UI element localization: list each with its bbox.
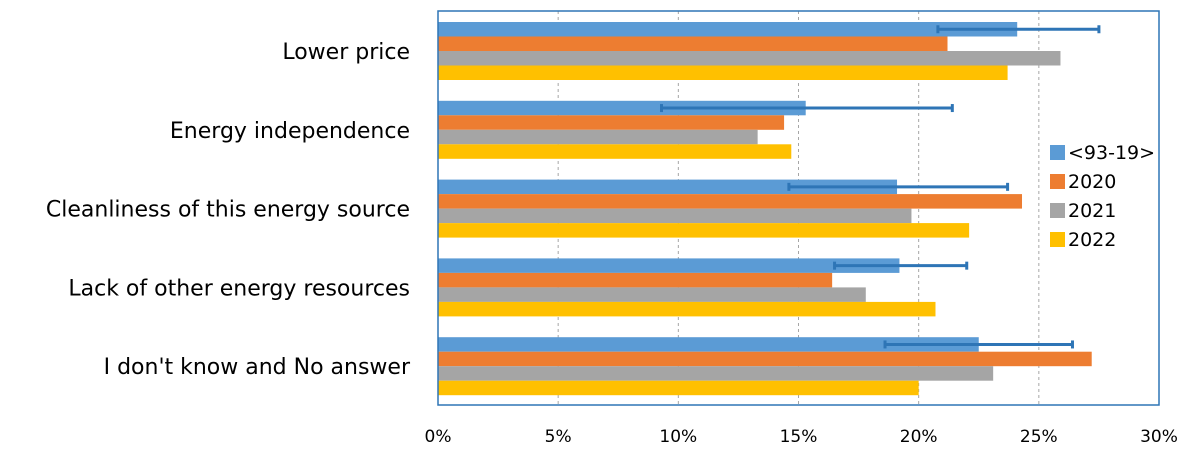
error-bar: [660, 104, 954, 113]
x-tick-label: 20%: [900, 427, 938, 447]
category-label: Energy independence: [170, 119, 410, 144]
bar: [438, 272, 833, 288]
x-tick-label: 5%: [545, 427, 572, 447]
legend-item: 2022: [1050, 229, 1116, 251]
category-label: Lower price: [282, 40, 410, 65]
bar: [438, 258, 900, 273]
x-tick-label: 0%: [425, 427, 452, 447]
bar: [438, 223, 970, 238]
bars: [438, 22, 1092, 396]
legend-label: 2020: [1068, 171, 1116, 193]
bar: [438, 179, 898, 195]
bar: [438, 301, 936, 317]
bar: [438, 65, 1008, 80]
error-bar: [936, 25, 1101, 34]
category-labels: Lower price Energy independence Cleanlines…: [46, 40, 411, 380]
bar: [438, 287, 866, 302]
error-bar: [883, 340, 1074, 349]
x-tick-label: 30%: [1140, 427, 1178, 447]
x-tick-label: 15%: [780, 427, 818, 447]
x-tick-label: 10%: [659, 427, 697, 447]
bar: [438, 351, 1092, 367]
legend-swatch: [1050, 174, 1065, 189]
legend-label: <93-19>: [1068, 142, 1155, 164]
x-axis-tick-labels: 0% 5% 10% 15% 20% 25% 30%: [425, 427, 1178, 447]
bar: [438, 366, 994, 381]
bar: [438, 208, 912, 224]
error-bar: [787, 182, 1010, 191]
bar: [438, 36, 948, 51]
legend-swatch: [1050, 145, 1065, 160]
legend-swatch: [1050, 203, 1065, 218]
x-tick-label: 25%: [1020, 427, 1058, 447]
bar: [438, 337, 979, 352]
legend-item: 2020: [1050, 171, 1116, 193]
category-label: I don't know and No answer: [104, 355, 411, 380]
legend-label: 2022: [1068, 229, 1116, 251]
legend: <93-19> 2020 2021 2022: [1050, 142, 1155, 251]
error-bar: [833, 261, 969, 270]
bar: [438, 51, 1061, 66]
bar: [438, 194, 1023, 209]
legend-swatch: [1050, 232, 1065, 247]
plot-area-frame: [437, 10, 1160, 406]
legend-item: <93-19>: [1050, 142, 1155, 164]
error-bars: [660, 25, 1101, 349]
category-label: Cleanliness of this energy source: [46, 198, 410, 223]
bar: [438, 129, 758, 145]
bar: [438, 100, 806, 116]
bar: [438, 22, 1018, 37]
legend-item: 2021: [1050, 200, 1116, 222]
bar: [438, 380, 919, 396]
bar: [438, 144, 792, 159]
legend-label: 2021: [1068, 200, 1116, 222]
category-label: Lack of other energy resources: [68, 276, 410, 301]
bar: [438, 115, 785, 130]
